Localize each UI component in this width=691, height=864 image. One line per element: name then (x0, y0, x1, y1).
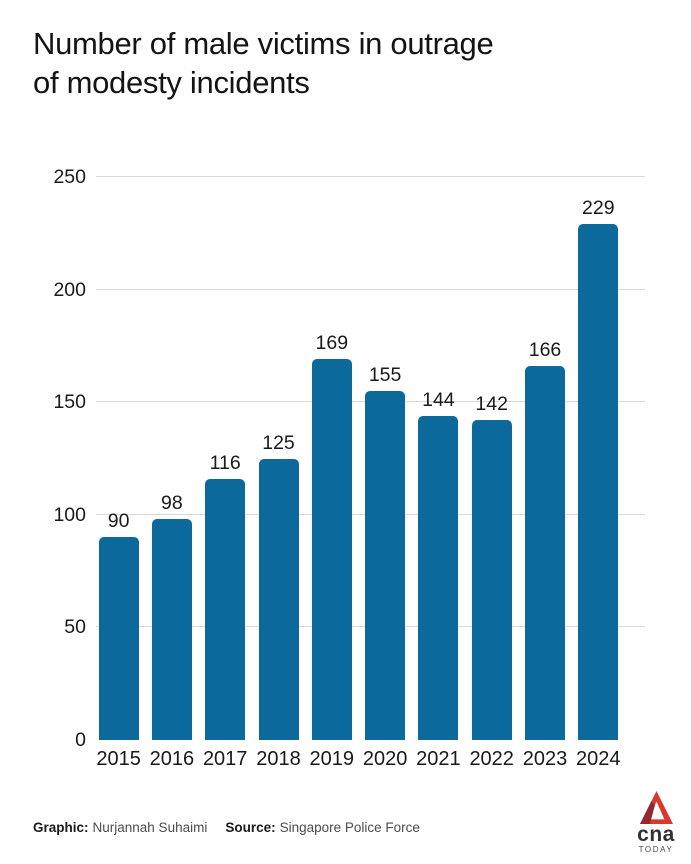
x-tick-label-2020: 2020 (362, 748, 408, 770)
bar-2024 (578, 224, 619, 740)
gridline-200 (96, 288, 645, 290)
x-tick-label-2019: 2019 (309, 748, 355, 770)
chart-title-line-1: Number of male victims in outrage (33, 26, 494, 61)
bar-value-label-2024: 229 (582, 197, 615, 220)
graphic-credit-label: Graphic: (33, 820, 89, 835)
bar-group-2015: 90 (92, 510, 146, 740)
attribution-footer: Graphic: Nurjannah Suhaimi Source: Singapor… (33, 819, 420, 836)
x-tick-label-2015: 2015 (96, 748, 141, 770)
bar-value-label-2022: 142 (475, 393, 508, 416)
bar-2017 (205, 478, 246, 740)
bar-value-label-2023: 166 (528, 339, 562, 362)
y-tick-label-0: 0 (75, 729, 86, 751)
bar-group-2023: 166 (518, 339, 572, 740)
y-axis: 0 50 100 150 200 250 (0, 166, 86, 751)
bar-group-2019: 169 (305, 332, 359, 740)
x-tick-label-2023: 2023 (522, 748, 568, 770)
gridline-250 (96, 176, 645, 177)
chart-title: Number of male victims in outrage of mod… (33, 24, 494, 102)
bar-group-2016: 98 (145, 492, 199, 740)
bar-chart-plot-area: 90 2015 98 2016 116 2017 125 2018 169 2019 155 2020… (96, 176, 645, 770)
bar-value-label-2015: 90 (107, 510, 130, 533)
bar-group-2020: 155 (358, 364, 412, 740)
bar-group-2018: 125 (252, 431, 306, 740)
cna-logo-icon (639, 791, 673, 824)
bar-value-label-2018: 125 (262, 431, 295, 454)
x-tick-label-2017: 2017 (202, 748, 248, 770)
bar-2015 (98, 537, 139, 740)
bar-2022 (471, 420, 512, 740)
x-tick-label-2021: 2021 (416, 748, 461, 770)
x-tick-label-2022: 2022 (469, 748, 514, 770)
bar-value-label-2019: 169 (315, 332, 349, 355)
y-tick-label-100: 100 (53, 503, 86, 526)
y-tick-label-250: 250 (53, 166, 86, 188)
y-tick-label-200: 200 (53, 278, 86, 301)
y-tick-label-50: 50 (64, 616, 86, 639)
bar-2018 (258, 458, 299, 740)
bar-value-label-2016: 98 (161, 492, 183, 515)
bar-group-2021: 144 (411, 389, 465, 740)
bar-2016 (151, 519, 192, 740)
x-tick-label-2016: 2016 (149, 748, 195, 770)
y-tick-label-150: 150 (53, 391, 86, 414)
chart-title-line-2: of modesty incidents (33, 65, 310, 100)
bar-value-label-2020: 155 (368, 363, 402, 386)
bar-value-label-2017: 116 (209, 451, 241, 474)
source-value: Singapore Police Force (279, 820, 420, 835)
bar-2023 (525, 366, 565, 740)
cna-today-tagline: TODAY (638, 845, 674, 854)
source-label: Source: (225, 820, 276, 835)
x-tick-label-2018: 2018 (256, 748, 301, 770)
graphic-credit-value: Nurjannah Suhaimi (92, 820, 208, 835)
bar-group-2024: 229 (571, 197, 625, 740)
bar-2020 (365, 390, 406, 740)
bar-group-2022: 142 (465, 393, 519, 740)
bar-group-2017: 116 (198, 452, 252, 740)
cna-today-logo: cna TODAY (630, 791, 682, 855)
bar-value-label-2021: 144 (422, 388, 455, 411)
cna-logo-text: cna (637, 823, 675, 846)
bar-2021 (418, 415, 459, 740)
bar-2019 (311, 359, 352, 740)
x-tick-label-2024: 2024 (576, 748, 621, 770)
